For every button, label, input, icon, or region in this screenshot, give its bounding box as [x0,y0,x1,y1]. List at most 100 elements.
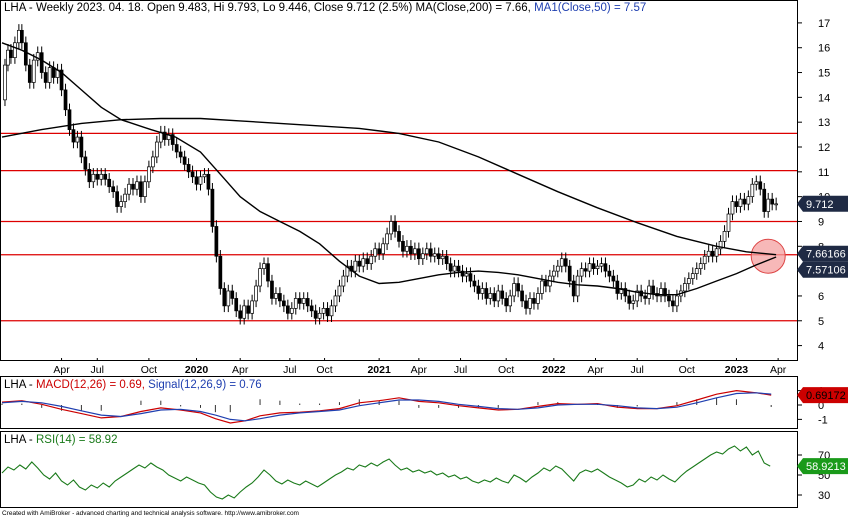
candle-body [206,173,211,190]
candle-body [87,168,92,183]
candle-body [551,270,556,277]
candle-body [532,298,536,304]
price-y-tick-label: 5 [818,316,824,328]
macd-panel-frame [0,376,798,429]
candle-body [154,141,159,158]
candle-body [111,186,116,193]
candle-body [417,248,421,260]
ma200-value-label-box [797,245,848,262]
candle-body [389,221,393,235]
x-tick-label: Jul [91,364,104,376]
candle-body [31,59,36,83]
candle-body [571,280,576,297]
candle-body [83,156,88,170]
price-y-tick-label: 15 [818,68,830,80]
candle-body [143,181,147,198]
candle-body [456,265,461,272]
candle-body [123,193,127,202]
candle-body [262,263,266,269]
candle-body [345,265,350,277]
last-price-label-text: 9.712 [806,199,834,211]
candle-body [353,260,358,272]
candle-body [329,305,334,317]
candle-body [75,136,80,143]
candle-body [278,293,282,302]
macd-y-tick-label: -1 [818,414,828,426]
candle-body [246,305,250,314]
candle-body [635,290,640,302]
macd-line [1,392,772,422]
candle-body [710,250,715,257]
rsi-value-label-text: 58.9213 [806,461,846,473]
candle-body [563,258,568,267]
price-y-tick-label: 17 [818,18,830,30]
candle-body [488,293,493,299]
candle-body [43,72,48,83]
rsi-header: LHA - RSI(14) = 58.92 [4,434,117,446]
candle-body [718,240,723,250]
last-price-label: 9.712 [797,195,848,212]
candle-body [722,231,727,242]
candle-body [194,176,199,185]
x-tick-label: Jul [630,364,643,376]
candle-body [484,288,489,299]
x-tick-label: Oct [498,364,514,376]
x-tick-label: Apr [770,364,787,376]
candle-body [289,308,294,314]
candle-body [293,298,298,309]
candle-body [583,268,588,272]
candle-body [524,300,528,309]
candle-body [750,183,755,198]
candle-body [603,263,608,272]
candle-body [67,109,72,130]
candle-body [413,248,417,255]
candle-body [317,312,322,319]
candle-body [385,233,389,245]
candle-body [234,298,239,312]
axes: 4567891011121314151617AprJulOct2020AprJu… [53,18,848,502]
candle-body [107,178,112,188]
candle-body [95,173,100,180]
price-y-tick-label: 4 [818,341,824,353]
candle-body [51,67,56,78]
candle-body [210,188,215,227]
candle-body [651,285,655,294]
rsi-y-tick-label: 30 [818,490,830,502]
candle-body [440,255,445,260]
candle-body [230,290,235,299]
candle-body [13,42,17,58]
candle-body [127,183,131,195]
footer-credit: Created with AmiBroker - advanced charti… [2,510,299,517]
candle-body [186,164,191,173]
ma50-header-text: MA1(Close,50) = 7.57 [534,2,647,14]
candle-body [559,258,564,267]
candle-body [452,265,457,272]
candle-body [774,203,779,206]
candle-body [663,288,667,297]
candle-body [20,29,24,44]
ma200-value-label: 7.66166 [797,245,848,262]
candle-body [135,181,139,190]
candle-body [659,288,663,297]
candle-body [297,298,302,304]
rsi-header-text: RSI(14) = 58.92 [35,434,118,446]
ma50-value-label-text: 7.57106 [806,265,846,277]
price-y-tick-label: 14 [818,92,830,104]
candle-body [341,275,346,287]
candle-body [611,275,616,282]
candle-body [623,288,628,297]
candle-body [762,188,767,212]
candle-body [694,268,699,274]
ma200-value-label-text: 7.66166 [806,249,846,261]
candle-body [305,298,310,307]
candle-body [591,263,596,269]
candle-body [79,136,84,158]
candle-body [238,310,243,319]
candle-body [754,181,759,185]
candle-body [222,288,227,307]
candle-body [544,280,548,287]
rsi-panel [1,445,771,500]
candle-body [444,255,449,265]
candle-body [520,290,524,302]
candle-body [301,298,306,304]
